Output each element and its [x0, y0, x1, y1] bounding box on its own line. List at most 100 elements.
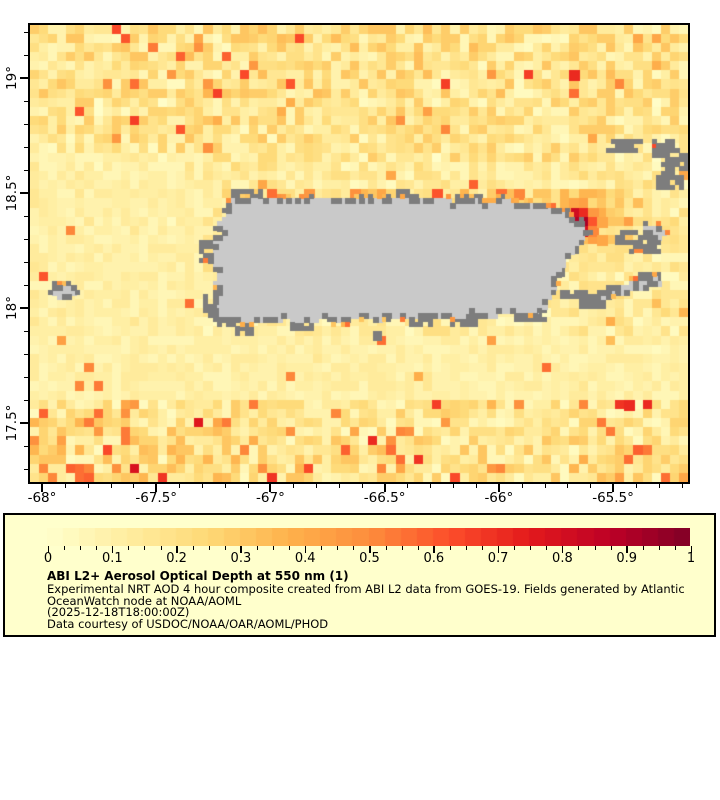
colorbar-major-tick	[690, 546, 692, 553]
y-major-tick	[20, 76, 28, 79]
colorbar-minor-tick	[160, 546, 162, 550]
x-minor-tick	[361, 484, 363, 488]
x-minor-tick	[658, 484, 660, 488]
x-minor-tick	[201, 484, 203, 488]
colorbar-minor-tick	[530, 546, 532, 550]
colorbar-minor-tick	[578, 546, 580, 550]
colorbar-major-tick	[304, 546, 307, 553]
colorbar-minor-tick	[128, 546, 130, 550]
colorbar-major-tick	[369, 546, 371, 553]
x-minor-tick	[430, 484, 432, 488]
x-minor-tick	[133, 484, 135, 488]
y-minor-tick	[24, 377, 28, 378]
y-minor-tick	[24, 261, 28, 263]
y-major-tick	[20, 191, 28, 194]
colorbar-minor-tick	[224, 546, 226, 550]
x-minor-tick	[521, 484, 523, 488]
x-minor-tick	[635, 484, 637, 488]
colorbar-minor-tick	[401, 546, 403, 550]
colorbar-tick-label: 0	[43, 551, 53, 566]
colorbar-minor-tick	[192, 546, 194, 550]
colorbar-tick-label: 0.5	[359, 551, 380, 566]
colorbar-minor-tick	[321, 546, 323, 550]
y-minor-tick	[24, 215, 28, 217]
colorbar-major-tick	[433, 546, 435, 553]
colorbar-major-tick	[111, 546, 114, 553]
colorbar-tick-label: 0.2	[166, 551, 187, 566]
x-tick-label: -67°	[256, 490, 285, 506]
x-minor-tick	[567, 484, 569, 488]
y-minor-tick	[24, 469, 28, 470]
legend-text-line: Experimental NRT AOD 4 hour composite cr…	[47, 582, 685, 596]
colorbar-tick-label: 0.9	[616, 551, 638, 566]
x-minor-tick	[338, 484, 340, 488]
colorbar-minor-tick	[674, 546, 676, 550]
x-minor-tick	[476, 484, 477, 488]
y-minor-tick	[24, 238, 28, 240]
colorbar-minor-tick	[64, 546, 66, 550]
colorbar-minor-tick	[417, 546, 419, 550]
y-minor-tick	[24, 400, 28, 401]
x-major-tick	[40, 484, 43, 492]
colorbar-minor-tick	[642, 546, 644, 550]
y-minor-tick	[24, 54, 28, 56]
y-major-tick	[20, 422, 28, 424]
x-tick-label: -68°	[27, 490, 57, 506]
colorbar-minor-tick	[514, 546, 516, 550]
y-minor-tick	[24, 354, 28, 355]
x-minor-tick	[293, 484, 295, 488]
y-minor-tick	[24, 169, 28, 171]
y-tick-label: 18°	[4, 296, 20, 320]
x-major-tick	[155, 484, 158, 492]
y-tick-label: 19°	[4, 66, 20, 90]
x-major-tick	[497, 484, 500, 492]
colorbar-major-tick	[176, 546, 178, 553]
x-minor-tick	[544, 484, 546, 488]
y-minor-tick	[24, 31, 28, 33]
x-tick-label: -66.5°	[363, 490, 406, 506]
y-major-tick	[20, 307, 28, 309]
legend-title: ABI L2+ Aerosol Optical Depth at 550 nm …	[47, 569, 349, 583]
colorbar-tick-label: 0.7	[487, 551, 509, 566]
colorbar-major-tick	[626, 546, 628, 553]
colorbar-tick-label: 0.4	[294, 551, 316, 566]
x-tick-label: -66°	[484, 490, 514, 506]
x-minor-tick	[453, 484, 455, 488]
colorbar-minor-tick	[610, 546, 612, 550]
x-major-tick	[383, 484, 386, 492]
colorbar-minor-tick	[482, 546, 484, 550]
colorbar-minor-tick	[385, 546, 387, 550]
colorbar-tick-label: 0.8	[552, 551, 573, 566]
colorbar-major-tick	[561, 546, 564, 553]
legend-text-line: OceanWatch node at NOAA/AOML	[47, 593, 242, 608]
colorbar-major-tick	[47, 546, 49, 553]
colorbar-minor-tick	[80, 546, 82, 550]
x-minor-tick	[64, 484, 66, 488]
y-minor-tick	[24, 331, 28, 332]
colorbar-minor-tick	[465, 546, 467, 550]
x-minor-tick	[87, 484, 89, 488]
colorbar-tick-label: 1	[686, 551, 696, 566]
x-major-tick	[269, 484, 272, 492]
y-tick-label: 17.5°	[4, 404, 20, 442]
aod-raster-map	[30, 25, 688, 482]
colorbar-minor-tick	[337, 546, 339, 550]
y-minor-tick	[24, 100, 28, 102]
colorbar-tick-label: 0.3	[230, 551, 252, 566]
x-tick-label: -65.5°	[592, 490, 634, 506]
x-minor-tick	[247, 484, 249, 488]
colorbar-minor-tick	[546, 546, 548, 550]
x-minor-tick	[179, 484, 181, 488]
legend-text-line: Data courtesy of USDOC/NOAA/OAR/AOML/PHO…	[47, 616, 329, 631]
colorbar-minor-tick	[273, 546, 275, 550]
colorbar-minor-tick	[289, 546, 291, 550]
colorbar-major-tick	[240, 546, 242, 553]
colorbar	[47, 528, 690, 546]
x-minor-tick	[316, 484, 318, 488]
y-minor-tick	[24, 123, 28, 125]
colorbar-minor-tick	[208, 546, 210, 550]
x-minor-tick	[224, 484, 226, 488]
colorbar-major-tick	[497, 546, 500, 553]
x-minor-tick	[590, 484, 592, 488]
